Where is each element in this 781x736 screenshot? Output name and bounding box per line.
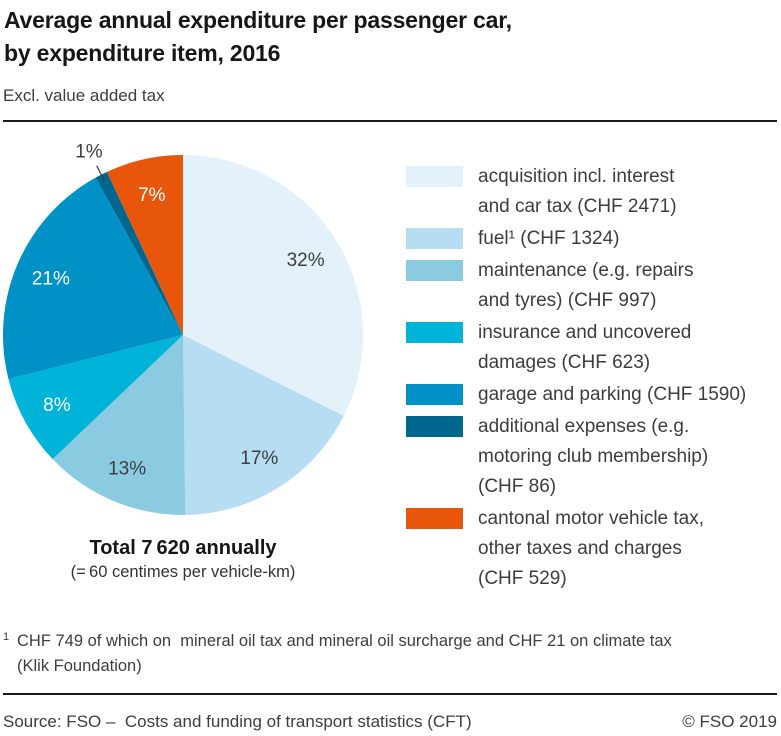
pie-slice [183,155,363,416]
pie-chart: 32% 17% 13% 8% 21% 1% 7% [3,141,363,516]
pie-slice [95,171,183,335]
legend-label: acquisition incl. interest and car tax (… [478,166,677,217]
legend-item: additional expenses (e.g. motoring club … [406,412,778,502]
pie-slice [52,335,186,516]
footer-source-text: Source: FSO – Costs and funding of trans… [3,712,472,731]
footnote-marker: 1 [3,631,10,643]
legend-item: acquisition incl. interest and car tax (… [406,162,778,222]
legend-label: cantonal motor vehicle tax, other taxes … [478,508,705,589]
pie-percent-label: 8% [43,395,71,416]
pie-percent-label: 1% [75,141,103,162]
pie-percent-label: 7% [138,185,166,206]
legend-swatch [406,416,463,437]
legend-label: garage and parking (CHF 1590) [478,384,747,405]
legend-swatch [406,260,463,281]
legend-swatch [406,384,463,405]
legend-item: garage and parking (CHF 1590) [406,380,778,410]
legend-label: insurance and uncovered damages (CHF 623… [478,322,692,373]
footer-divider [3,693,777,695]
footer: Source: FSO – Costs and funding of trans… [3,712,777,732]
legend-label: maintenance (e.g. repairs and tyres) (CH… [478,260,694,311]
page-title: Average annual expenditure per passenger… [4,4,512,70]
pie-percent-label: 13% [108,458,146,479]
page-title-line1: Average annual expenditure per passenger… [4,7,512,33]
total-value: Total 7 620 annually [89,537,277,559]
legend-label: additional expenses (e.g. motoring club … [478,416,709,497]
legend-swatch [406,166,463,187]
page-title-line2: by expenditure item, 2016 [4,40,281,66]
legend-item: maintenance (e.g. repairs and tyres) (CH… [406,256,778,316]
footnote: 1 CHF 749 of which on mineral oil tax an… [3,629,765,679]
legend-item: fuel¹ (CHF 1324) [406,224,778,254]
footer-copyright: © FSO 2019 [682,712,777,731]
top-divider [3,120,777,122]
pie-slice [183,335,344,515]
total-note: (= 60 centimes per vehicle-km) [70,563,296,581]
pie-label-leader-line [96,165,106,182]
legend-item: cantonal motor vehicle tax, other taxes … [406,504,778,594]
footnote-text: CHF 749 of which on mineral oil tax and … [17,632,672,675]
pie-slice [3,177,183,380]
pie-percent-label: 32% [287,250,325,271]
pie-slice [8,335,184,460]
page-subtitle: Excl. value added tax [3,86,165,105]
legend-item: insurance and uncovered damages (CHF 623… [406,318,778,378]
legend-swatch [406,228,463,249]
pie-slice [106,155,183,335]
legend-swatch [406,508,463,529]
legend-swatch [406,322,463,343]
pie-percent-label: 21% [32,268,70,289]
pie-percent-label: 17% [240,448,278,469]
legend: acquisition incl. interest and car tax (… [406,162,778,596]
legend-label: fuel¹ (CHF 1324) [478,228,620,249]
total-annotation: Total 7 620 annually (= 60 centimes per … [0,537,366,582]
